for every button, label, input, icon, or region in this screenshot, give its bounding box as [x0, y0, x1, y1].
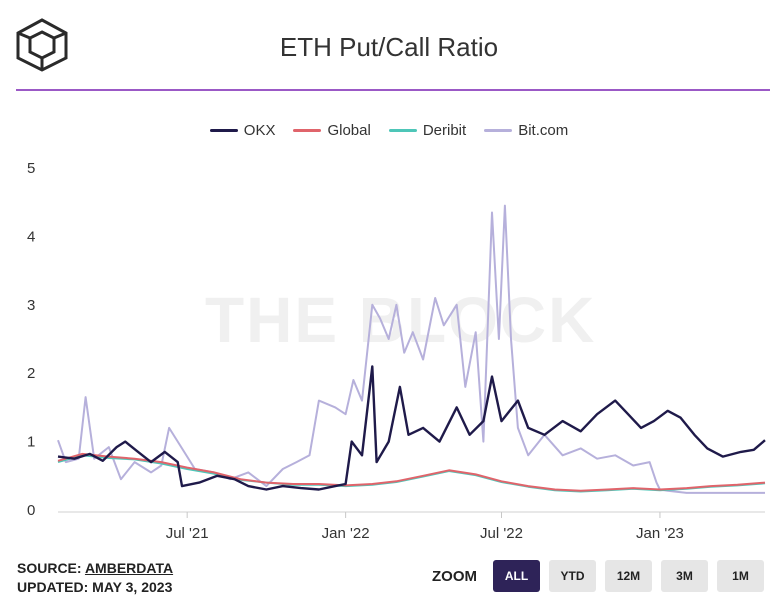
zoom-ytd-button[interactable]: YTD [549, 560, 596, 592]
x-tick-label: Jul '22 [480, 525, 523, 542]
chart-legend: OKX Global Deribit Bit.com [0, 122, 778, 139]
legend-label-okx: OKX [243, 122, 276, 139]
zoom-1m-button[interactable]: 1M [717, 560, 764, 592]
legend-item-deribit[interactable]: Deribit [388, 122, 467, 139]
series-line-global[interactable] [57, 452, 766, 492]
source-label: SOURCE: [17, 560, 82, 576]
chart-title: ETH Put/Call Ratio [279, 32, 499, 62]
y-tick-label: 5 [27, 160, 35, 177]
zoom-label: ZOOM [432, 568, 477, 585]
zoom-12m-button[interactable]: 12M [605, 560, 652, 592]
y-tick-label: 3 [27, 297, 35, 314]
legend-swatch-deribit [388, 129, 417, 132]
zoom-all-button[interactable]: ALL [493, 560, 540, 592]
y-tick-label: 4 [27, 228, 35, 245]
legend-label-deribit: Deribit [422, 122, 467, 139]
legend-swatch-global [293, 129, 322, 132]
legend-label-bitcom: Bit.com [518, 122, 569, 139]
x-tick-label: Jan '22 [322, 525, 370, 542]
source-block: SOURCE: AMBERDATA UPDATED: MAY 3, 2023 [17, 559, 173, 597]
zoom-3m-button[interactable]: 3M [661, 560, 708, 592]
legend-swatch-okx [209, 129, 238, 132]
y-tick-label: 0 [27, 502, 35, 519]
source-link[interactable]: AMBERDATA [84, 560, 174, 576]
y-tick-label: 1 [27, 434, 35, 451]
legend-swatch-bitcom [484, 129, 513, 132]
legend-label-global: Global [327, 122, 371, 139]
legend-item-okx[interactable]: OKX [209, 122, 276, 139]
series-line-bitcom[interactable] [57, 204, 765, 494]
legend-item-global[interactable]: Global [293, 122, 371, 139]
title-divider [16, 89, 770, 91]
the-block-logo-icon [16, 18, 68, 72]
updated-line: UPDATED: MAY 3, 2023 [17, 579, 173, 595]
series-line-okx[interactable] [57, 365, 766, 491]
source-line: SOURCE: AMBERDATA [17, 559, 173, 578]
x-tick-label: Jul '21 [166, 525, 209, 542]
chart-plot: 0 1 2 3 4 5 Jul '21 Jan '22 Jul '22 Jan '23 [27, 160, 766, 542]
legend-item-bitcom[interactable]: Bit.com [484, 122, 568, 139]
x-tick-label: Jan '23 [636, 525, 684, 542]
y-tick-label: 2 [27, 365, 35, 382]
